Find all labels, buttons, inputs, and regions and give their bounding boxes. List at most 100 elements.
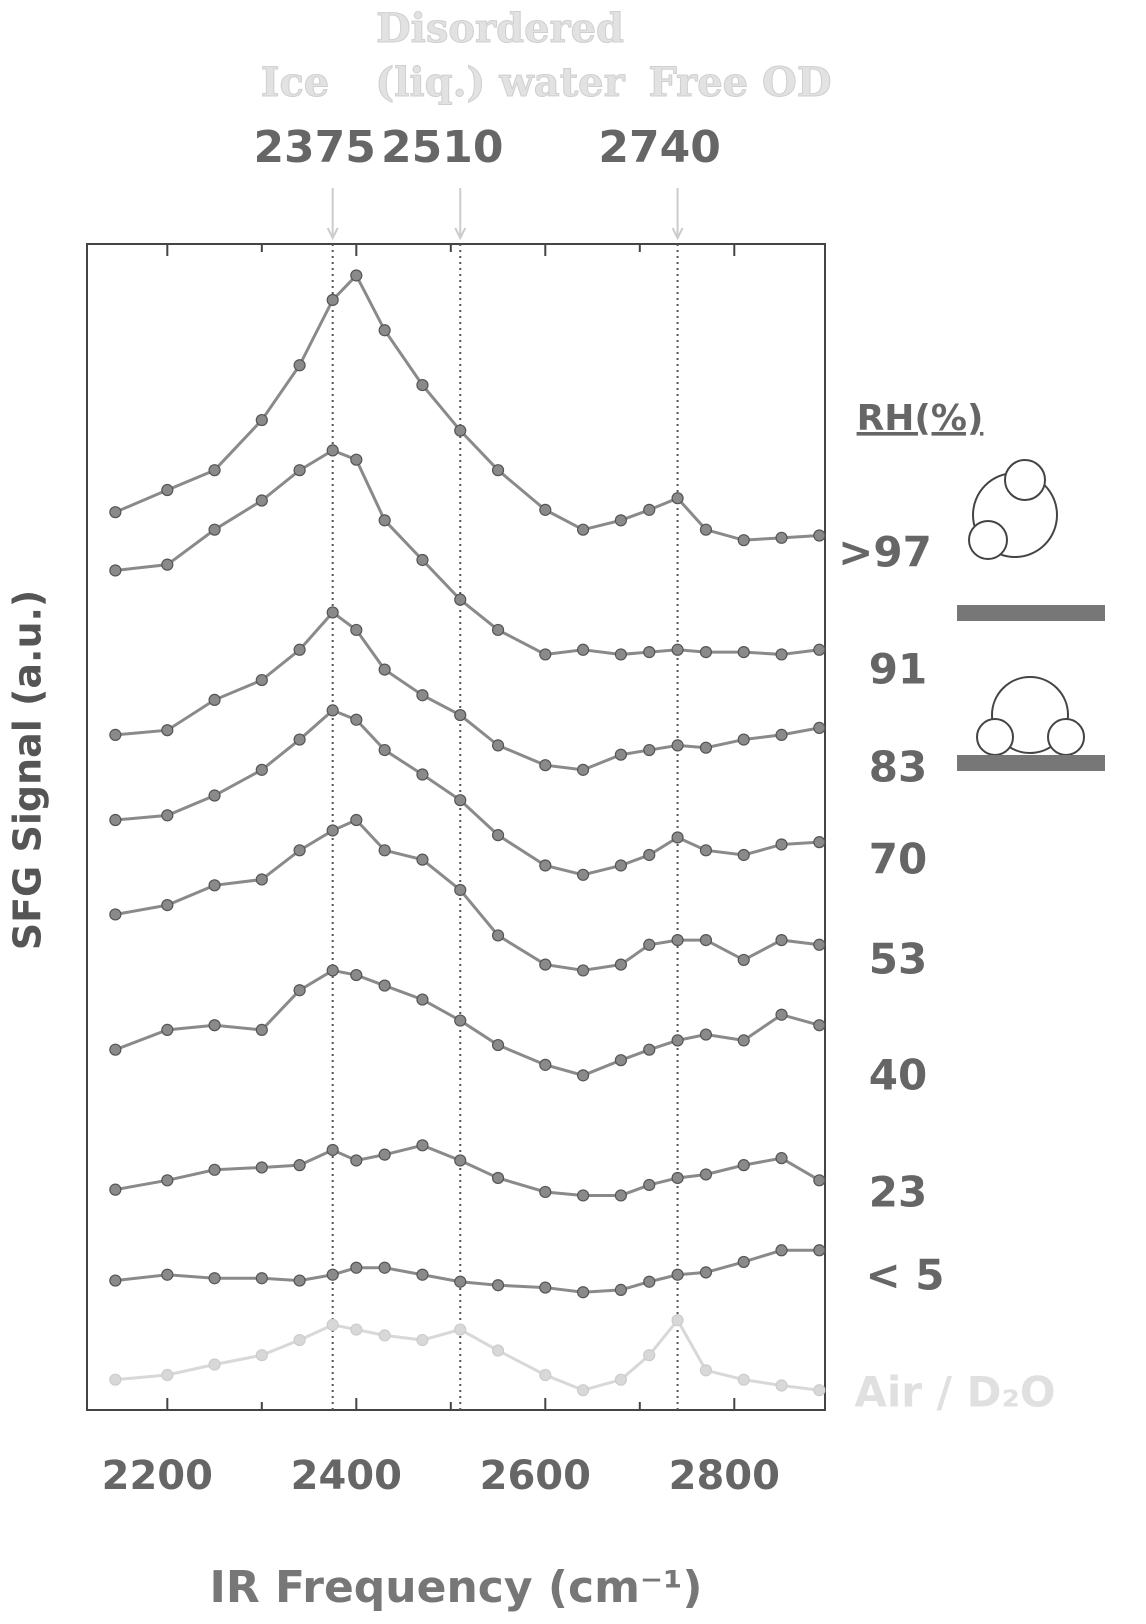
data-point (671, 643, 684, 656)
data-point (416, 853, 429, 866)
peak-label: 2375 (253, 122, 375, 173)
data-point (539, 859, 552, 872)
x-tick-label: 2800 (669, 1453, 780, 1499)
data-point (326, 606, 339, 619)
data-point (614, 1373, 627, 1386)
data-point (813, 1019, 826, 1032)
data-point (671, 1268, 684, 1281)
data-point (737, 848, 750, 862)
data-point (255, 763, 268, 776)
data-point (813, 643, 826, 656)
data-point (378, 1329, 391, 1342)
data-point (326, 1268, 339, 1281)
data-point (255, 1272, 268, 1285)
data-point (671, 739, 684, 752)
data-point (416, 689, 429, 702)
data-point (109, 908, 122, 921)
legend-label: 91 (869, 645, 927, 694)
series (109, 269, 826, 547)
legend-title: RH(%) (857, 398, 984, 439)
data-point (109, 506, 122, 519)
data-point (643, 503, 656, 516)
data-point (576, 1286, 590, 1299)
band-label: Disordered (376, 5, 624, 52)
data-point (416, 1268, 429, 1281)
data-point (813, 529, 826, 542)
data-point (293, 984, 306, 997)
data-point (737, 733, 750, 746)
data-point (350, 713, 363, 726)
series-line (115, 448, 820, 656)
data-point (699, 1364, 713, 1377)
peak-label: 2740 (598, 122, 720, 173)
legend-label: 70 (869, 835, 927, 884)
data-point (699, 645, 713, 659)
data-point (491, 1171, 505, 1185)
data-point (737, 534, 750, 547)
data-point (576, 523, 590, 536)
data-point (539, 1185, 552, 1199)
data-point (416, 378, 429, 392)
data-point (539, 1058, 552, 1071)
data-point (576, 643, 590, 656)
series-line (115, 708, 820, 877)
data-point (643, 938, 656, 951)
data-point (109, 728, 122, 741)
data-point (775, 1008, 788, 1021)
data-point (293, 464, 306, 477)
data-point (737, 1255, 750, 1269)
band-label: (liq.) water (375, 59, 625, 106)
series (109, 606, 826, 776)
series-line (114, 272, 820, 542)
data-point (378, 1261, 391, 1274)
legend-label: 53 (869, 935, 927, 984)
data-point (161, 483, 174, 497)
data-point (454, 883, 467, 897)
x-tick-label: 2600 (480, 1453, 591, 1499)
data-point (454, 1014, 467, 1027)
data-point (699, 523, 713, 536)
x-tick-label: 2200 (102, 1453, 213, 1499)
data-point (416, 1139, 429, 1152)
data-point (576, 1189, 590, 1202)
data-point (775, 1379, 788, 1392)
x-axis-label: IR Frequency (cm⁻¹) (209, 1562, 702, 1613)
data-point (614, 514, 627, 527)
data-point (454, 794, 467, 807)
data-point (539, 648, 552, 661)
band-label: Free OD (648, 59, 831, 106)
data-point (161, 1023, 174, 1036)
data-point (737, 1159, 750, 1172)
data-point (737, 1034, 750, 1047)
legend-label: < 5 (865, 1251, 944, 1300)
data-point (255, 873, 268, 886)
data-point (737, 1373, 750, 1386)
data-point (699, 934, 713, 947)
data-point (775, 838, 788, 851)
data-point (255, 494, 268, 507)
data-point (208, 789, 221, 802)
data-point (109, 1274, 122, 1287)
data-point (775, 1152, 788, 1165)
data-point (161, 724, 174, 737)
data-point (350, 813, 363, 827)
data-point (491, 829, 505, 842)
data-point (813, 1384, 826, 1397)
data-point (491, 1344, 505, 1357)
data-point (350, 623, 363, 637)
data-point (491, 464, 505, 477)
data-point (293, 643, 306, 656)
data-point (643, 1043, 656, 1056)
data-point (109, 1373, 122, 1386)
data-point (643, 1178, 656, 1192)
data-point (208, 523, 221, 536)
data-point (614, 958, 627, 971)
data-point (614, 648, 627, 661)
data-point (326, 444, 339, 457)
surface-bar (957, 605, 1105, 621)
data-point (699, 844, 713, 857)
data-point (643, 645, 656, 659)
series (109, 444, 826, 661)
data-point (161, 1368, 174, 1382)
data-point (293, 1159, 306, 1172)
